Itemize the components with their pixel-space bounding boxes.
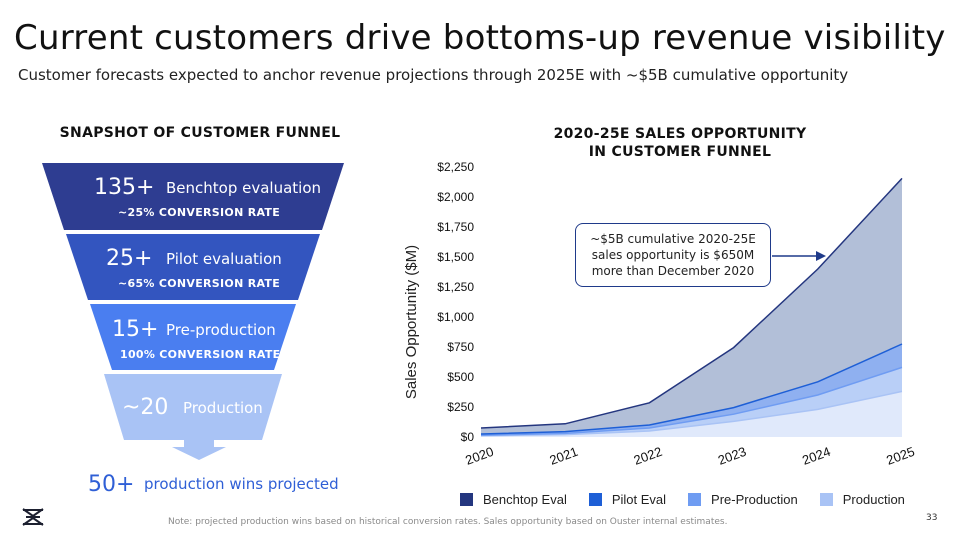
legend-label-preproduction: Pre-Production <box>711 492 798 507</box>
chart-legend: Benchtop Eval Pilot Eval Pre-Production … <box>460 492 927 507</box>
area-benchtop-eval <box>481 178 902 434</box>
funnel-label-production: Production <box>183 399 263 417</box>
page-title: Current customers drive bottoms-up reven… <box>14 18 946 58</box>
line-benchtop-eval <box>480 177 903 429</box>
legend-item-pilot: Pilot Eval <box>588 492 667 507</box>
funnel-stage-production <box>104 374 282 440</box>
y-tick-label: $250 <box>447 400 474 414</box>
legend-swatch-benchtop <box>460 493 473 506</box>
company-logo-icon <box>22 508 44 526</box>
chart-heading-line-2: IN CUSTOMER FUNNEL <box>588 144 772 160</box>
funnel-count-preproduction: 15+ <box>112 317 159 342</box>
funnel-count-production: ~20 <box>122 395 169 420</box>
legend-swatch-preproduction <box>688 493 702 506</box>
y-tick-label: $1,250 <box>437 280 474 294</box>
y-tick-label: $0 <box>461 430 475 444</box>
line-production <box>480 390 903 437</box>
legend-label-pilot: Pilot Eval <box>611 492 667 507</box>
line-pilot-eval <box>480 343 903 435</box>
funnel-count-benchtop: 135+ <box>94 175 155 200</box>
funnel-stage-preproduction <box>90 304 296 370</box>
callout-line-3: more than December 2020 <box>591 264 755 278</box>
legend-label-benchtop: Benchtop Eval <box>483 492 567 507</box>
line-pre-production <box>480 366 903 436</box>
y-tick-label: $1,750 <box>437 220 474 234</box>
area-pre-production <box>481 367 902 436</box>
footnote: Note: projected production wins based on… <box>168 517 728 527</box>
funnel-stage-benchtop <box>42 163 344 230</box>
y-tick-label: $1,000 <box>437 310 474 324</box>
funnel-rate-benchtop: ~25% CONVERSION RATE <box>118 206 281 219</box>
x-tick-label: 2024 <box>800 444 832 468</box>
funnel-label-pilot: Pilot evaluation <box>166 250 282 268</box>
chart-heading-line-1: 2020-25E SALES OPPORTUNITY <box>553 126 807 142</box>
y-tick-label: $2,000 <box>437 190 474 204</box>
legend-label-production: Production <box>842 492 905 507</box>
page-subtitle: Customer forecasts expected to anchor re… <box>18 66 849 84</box>
production-wins-text: production wins projected <box>144 475 339 493</box>
y-axis-label: Sales Opportunity ($M) <box>403 245 420 399</box>
funnel-stage-pilot <box>66 234 320 300</box>
legend-swatch-production <box>819 493 833 506</box>
funnel-label-preproduction: Pre-production <box>166 321 276 339</box>
callout-line-2: sales opportunity is $650M <box>591 248 755 262</box>
legend-item-benchtop: Benchtop Eval <box>460 492 567 507</box>
funnel-rate-preproduction: 100% CONVERSION RATE <box>120 348 281 361</box>
funnel-count-pilot: 25+ <box>106 246 153 271</box>
funnel-label-benchtop: Benchtop evaluation <box>166 179 322 197</box>
production-wins-count: 50+ <box>88 472 135 497</box>
y-tick-label: $750 <box>447 340 474 354</box>
callout-line-1: ~$5B cumulative 2020-25E <box>590 232 756 246</box>
y-tick-label: $500 <box>447 370 474 384</box>
legend-swatch-pilot <box>588 493 602 506</box>
callout-arrow-head <box>816 251 826 261</box>
x-tick-label: 2023 <box>716 444 748 468</box>
legend-item-preproduction: Pre-Production <box>688 492 798 507</box>
callout-box: ~$5B cumulative 2020-25E sales opportuni… <box>575 223 771 287</box>
y-tick-label: $1,500 <box>437 250 474 264</box>
funnel-rate-pilot: ~65% CONVERSION RATE <box>118 277 281 290</box>
x-tick-label: 2025 <box>884 444 916 468</box>
page-number: 33 <box>926 513 938 523</box>
y-tick-label: $2,250 <box>437 160 474 174</box>
funnel-heading: SNAPSHOT OF CUSTOMER FUNNEL <box>59 125 341 141</box>
x-tick-label: 2021 <box>548 444 580 468</box>
area-production <box>481 391 902 437</box>
x-tick-label: 2022 <box>632 444 664 468</box>
legend-item-production: Production <box>819 492 905 507</box>
x-tick-label: 2020 <box>463 444 495 468</box>
funnel-arrow-down <box>172 440 226 460</box>
chart-heading: 2020-25E SALES OPPORTUNITY IN CUSTOMER F… <box>500 125 860 161</box>
